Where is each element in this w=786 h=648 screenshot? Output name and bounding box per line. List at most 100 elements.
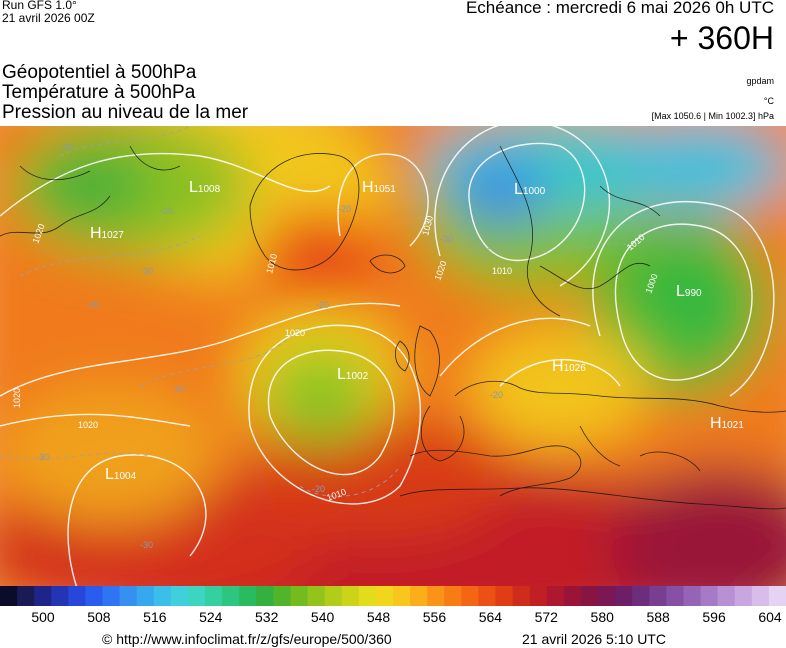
color-scale-bar (0, 586, 786, 606)
color-scale-swatch (222, 586, 240, 606)
color-scale-swatch (51, 586, 69, 606)
color-scale-swatch (290, 586, 309, 606)
color-scale-tick-label: 532 (255, 609, 279, 625)
temperature-field (0, 126, 786, 586)
pressure-center: L1008 (189, 179, 221, 196)
color-scale-swatch (153, 586, 172, 606)
temperature-contours (0, 126, 641, 497)
pressure-center: L1000 (514, 181, 546, 198)
pressure-center: L1004 (105, 466, 137, 483)
color-scale-swatch (478, 586, 497, 606)
color-scale-swatch (256, 586, 274, 606)
color-scale-swatch (666, 586, 685, 606)
pressure-center: L990 (676, 283, 702, 300)
color-scale-swatch (427, 586, 445, 606)
color-scale-swatch (68, 586, 87, 606)
color-scale-swatch (751, 586, 770, 606)
temperature-label: -30 (140, 540, 153, 550)
forecast-map: L1008 H1051 L1000 H1027 L990 L1002 H1026… (0, 126, 786, 586)
isobar-label: 1020 (78, 420, 98, 430)
isobar-label: 1020 (12, 388, 22, 408)
color-scale-ticks: 500 508 516 524 532 540 548 556 564 572 580 588 596 6… (0, 609, 786, 627)
color-scale-swatch (649, 586, 667, 606)
color-scale-swatch (102, 586, 121, 606)
color-scale-swatch (187, 586, 206, 606)
color-scale-swatch (17, 586, 35, 606)
pressure-center: H1026 (552, 358, 586, 375)
color-scale-swatch (529, 586, 548, 606)
color-scale-tick-label: 524 (199, 609, 223, 625)
color-scale-swatch (136, 586, 155, 606)
color-scale-tick-label: 500 (31, 609, 55, 625)
color-scale-swatch (495, 586, 514, 606)
color-scale-swatch (85, 586, 104, 606)
color-scale-swatch (461, 586, 480, 606)
color-scale-swatch (273, 586, 292, 606)
temperature-label: -30 (36, 452, 49, 462)
product-title-temperature: Température à 500hPa (2, 82, 196, 103)
product-title-pressure: Pression au niveau de la mer (2, 102, 249, 123)
color-scale-tick-label: 564 (478, 609, 503, 625)
color-scale-swatch (358, 586, 377, 606)
color-scale-swatch (0, 586, 18, 606)
pressure-center: L1002 (337, 366, 369, 383)
coastlines (0, 145, 786, 510)
product-title-geopotential: Géopotentiel à 500hPa (2, 62, 197, 83)
pressure-center: H1027 (90, 225, 124, 242)
temperature-label: -30 (440, 234, 453, 244)
color-scale-swatch (683, 586, 702, 606)
color-scale-swatch (580, 586, 599, 606)
color-scale-tick-label: 548 (366, 609, 391, 625)
pressure-center-labels: L1008 H1051 L1000 H1027 L990 L1002 H1026… (90, 179, 744, 483)
color-scale-swatch (700, 586, 719, 606)
color-scale-swatch (119, 586, 138, 606)
source-url: © http://www.infoclimat.fr/z/gfs/europe/… (102, 631, 392, 647)
color-scale-tick-label: 516 (143, 609, 167, 625)
color-scale-swatch (34, 586, 52, 606)
color-scale-swatch (444, 586, 462, 606)
run-label: Run GFS 1.0° (2, 0, 77, 12)
color-scale-swatch (717, 586, 736, 606)
color-scale-swatch (410, 586, 428, 606)
color-scale-tick-label: 508 (87, 609, 111, 625)
isobar-label: 1010 (492, 266, 512, 276)
pressure-center: H1021 (710, 415, 744, 432)
temperature-label: -20 (338, 204, 351, 214)
pressure-center: H1051 (362, 179, 396, 196)
temperature-label: -20 (160, 206, 173, 216)
isobar-label: 1020 (285, 328, 305, 338)
color-scale-tick-label: 556 (422, 609, 447, 625)
color-scale-swatch (734, 586, 753, 606)
temperature-label: -30 (60, 142, 73, 152)
color-scale-swatch (546, 586, 565, 606)
color-scale-swatch (632, 586, 650, 606)
run-date: 21 avril 2026 00Z (2, 11, 95, 25)
color-scale-tick-label: 580 (590, 609, 614, 625)
isobar-contours (0, 126, 775, 586)
temperature-label: -20 (172, 384, 185, 394)
temperature-label: -30 (140, 266, 153, 276)
color-scale-tick-label: 540 (310, 609, 335, 625)
color-scale-swatch (598, 586, 616, 606)
unit-temperature: °C (763, 96, 774, 106)
color-scale-swatch (768, 586, 786, 606)
color-scale-tick-label: 604 (758, 609, 782, 625)
temperature-label: -20 (490, 390, 503, 400)
temperature-label: -20 (86, 300, 99, 310)
color-scale-swatch (239, 586, 257, 606)
forecast-valid-time: Echéance : mercredi 6 mai 2026 0h UTC (465, 0, 774, 17)
color-scale-tick-label: 588 (646, 609, 670, 625)
color-scale-tick-label: 596 (702, 609, 726, 625)
color-scale-swatch (341, 586, 360, 606)
color-scale-swatch (324, 586, 343, 606)
color-scale-tick-label: 572 (534, 609, 558, 625)
unit-pressure-range: [Max 1050.6 | Min 1002.3] hPa (651, 111, 774, 121)
color-scale-swatch (393, 586, 411, 606)
color-scale-swatch (307, 586, 326, 606)
forecast-lead-time: + 360H (669, 20, 774, 56)
unit-geopotential: gpdam (746, 76, 774, 86)
color-scale-swatch (170, 586, 189, 606)
color-scale-swatch (563, 586, 582, 606)
color-scale-swatch (375, 586, 394, 606)
temperature-labels: -30 -20 -30 -20 -20 -20 -20 -20 -30 -20 … (36, 142, 503, 550)
